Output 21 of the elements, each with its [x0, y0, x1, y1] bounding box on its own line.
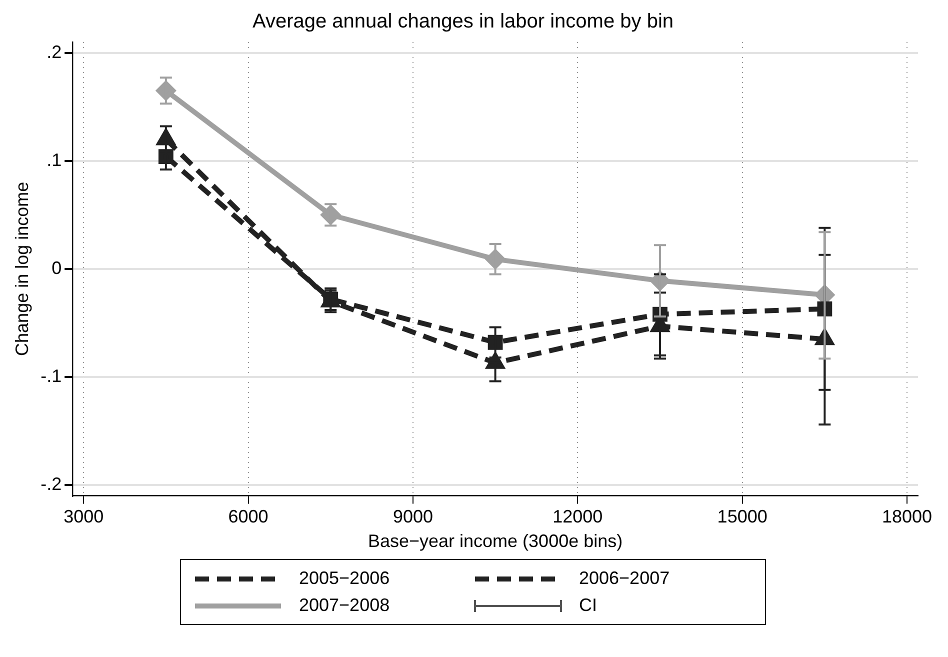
y-tick-label: -.1 — [40, 366, 62, 386]
y-tick-label: 0 — [52, 258, 62, 278]
legend-label: 2006−2007 — [579, 568, 670, 589]
x-tick-label: 15000 — [717, 506, 768, 527]
y-tick-label: .2 — [46, 42, 62, 62]
point — [488, 334, 503, 350]
x-tick-label: 12000 — [552, 506, 603, 527]
point — [156, 81, 176, 100]
y-tick-label: -.2 — [40, 474, 62, 494]
x-axis-title: Base−year income (3000e bins) — [368, 531, 623, 552]
x-tick-label: 9000 — [392, 506, 433, 527]
x-tick-label: 6000 — [228, 506, 268, 527]
chart-title: Average annual changes in labor income by bin — [252, 10, 674, 33]
x-tick-label: 3000 — [64, 506, 104, 527]
point — [486, 250, 505, 269]
y-tick-label: .1 — [46, 150, 62, 170]
legend-label: 2007−2008 — [299, 595, 390, 616]
x-tick-label: 18000 — [882, 506, 932, 527]
y-axis-title: Change in log income — [12, 182, 32, 356]
text: CI — [579, 595, 597, 616]
legend-label: 2005−2006 — [299, 568, 390, 589]
